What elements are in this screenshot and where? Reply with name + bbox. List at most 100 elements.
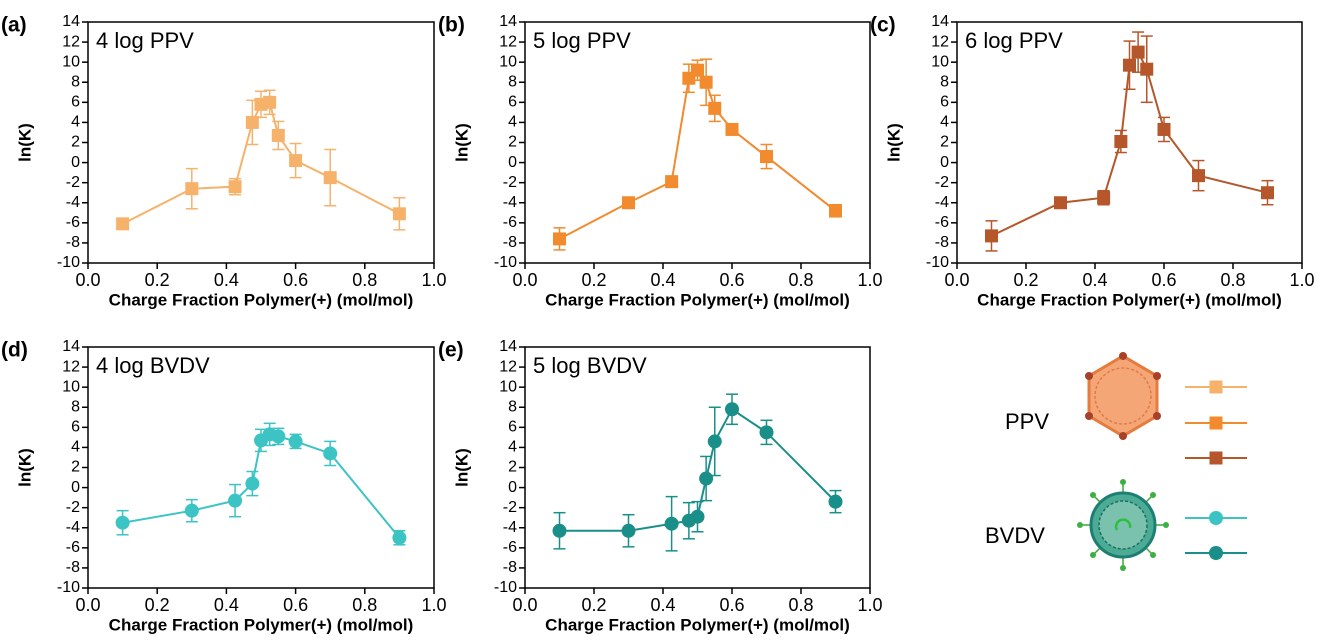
marker	[1097, 191, 1111, 205]
y-tick-label: 4	[71, 114, 80, 131]
x-tick-label: 1.0	[1289, 270, 1314, 290]
panel-label: (e)	[438, 339, 464, 362]
y-tick-label: 2	[71, 459, 80, 476]
x-tick-label: 0.0	[512, 270, 537, 290]
y-tick-label: -6	[503, 214, 517, 231]
y-axis-label: ln(K)	[15, 123, 34, 162]
panel-label: (b)	[438, 14, 465, 37]
y-tick-label: 6	[508, 419, 517, 436]
marker	[228, 493, 243, 508]
marker	[708, 101, 722, 115]
y-tick-label: -6	[503, 539, 517, 556]
marker	[263, 95, 277, 109]
marker	[690, 509, 705, 524]
marker	[664, 516, 679, 531]
y-tick-label: -10	[494, 579, 517, 596]
marker	[271, 128, 285, 142]
marker	[115, 515, 130, 530]
y-tick-label: 14	[499, 338, 517, 355]
series-line	[991, 50, 1268, 237]
legend-marker	[1209, 546, 1223, 560]
y-tick-label: 0	[71, 154, 80, 171]
x-tick-label: 0.8	[352, 595, 377, 615]
y-tick-label: 4	[508, 439, 517, 456]
x-tick-label: 0.2	[581, 595, 606, 615]
y-tick-label: -6	[935, 214, 949, 231]
panel-title: 4 log PPV	[96, 28, 194, 53]
x-tick-label: 0.6	[283, 595, 308, 615]
marker	[245, 115, 259, 129]
y-tick-label: -8	[503, 559, 517, 576]
y-axis-label: ln(K)	[884, 123, 903, 162]
y-tick-label: -8	[66, 234, 80, 251]
marker	[828, 494, 843, 509]
marker	[725, 402, 739, 417]
marker	[1157, 122, 1171, 136]
x-tick-label: 1.0	[421, 270, 446, 290]
x-tick-label: 0.2	[145, 270, 170, 290]
marker	[1192, 169, 1205, 183]
marker	[116, 217, 130, 231]
y-tick-label: 10	[62, 378, 80, 395]
x-tick-label: 0.6	[719, 595, 744, 615]
panel-label: (a)	[1, 14, 27, 37]
panel-label: (c)	[870, 14, 896, 37]
marker	[553, 232, 566, 246]
y-tick-label: 14	[62, 13, 80, 30]
series-line	[559, 68, 837, 240]
y-tick-label: -6	[66, 214, 80, 231]
y-tick-label: -10	[926, 254, 949, 271]
y-tick-label: 10	[499, 378, 517, 395]
y-tick-label: 6	[71, 94, 80, 111]
x-tick-label: 0.0	[944, 270, 969, 290]
y-tick-label: -2	[66, 174, 80, 191]
marker	[621, 523, 636, 538]
y-tick-label: 14	[62, 338, 80, 355]
panel-title: 5 log PPV	[533, 28, 631, 53]
y-tick-label: 4	[71, 439, 80, 456]
y-tick-label: -4	[935, 194, 949, 211]
marker	[1261, 186, 1274, 200]
x-tick-label: 0.2	[145, 595, 170, 615]
marker	[985, 229, 998, 243]
marker	[288, 434, 303, 449]
marker	[185, 182, 199, 196]
x-tick-label: 0.2	[1013, 270, 1038, 290]
x-tick-label: 0.0	[512, 595, 537, 615]
y-tick-label: -10	[494, 254, 517, 271]
marker	[1114, 134, 1128, 148]
y-tick-label: 8	[71, 73, 80, 90]
panel-title: 5 log BVDV	[533, 353, 647, 378]
y-tick-label: 8	[508, 73, 517, 90]
marker	[699, 471, 714, 486]
marker	[699, 75, 713, 89]
y-tick-label: -8	[66, 559, 80, 576]
legend-label: PPV	[1005, 409, 1049, 434]
y-tick-label: -8	[503, 234, 517, 251]
y-tick-label: 10	[499, 53, 517, 70]
x-tick-label: 0.4	[214, 595, 239, 615]
y-tick-label: 2	[508, 459, 517, 476]
x-tick-label: 0.4	[1082, 270, 1107, 290]
y-tick-label: 0	[940, 154, 949, 171]
y-axis-label: ln(K)	[15, 448, 34, 487]
marker	[323, 446, 338, 461]
marker	[245, 476, 260, 491]
y-tick-label: 6	[508, 94, 517, 111]
y-tick-label: 4	[508, 114, 517, 131]
y-tick-label: 12	[62, 358, 80, 375]
y-tick-label: 8	[508, 398, 517, 415]
bvdv-icon	[1077, 479, 1169, 571]
y-tick-label: 2	[940, 134, 949, 151]
y-tick-label: 12	[62, 33, 80, 50]
plot-frame	[524, 21, 871, 264]
y-tick-label: 2	[508, 134, 517, 151]
marker	[1140, 62, 1154, 76]
x-tick-label: 0.6	[283, 270, 308, 290]
panel-title: 4 log BVDV	[96, 353, 210, 378]
y-tick-label: 8	[940, 73, 949, 90]
y-tick-label: 0	[508, 154, 517, 171]
x-tick-label: 0.6	[719, 270, 744, 290]
marker	[1131, 45, 1145, 59]
x-tick-label: 1.0	[857, 595, 882, 615]
